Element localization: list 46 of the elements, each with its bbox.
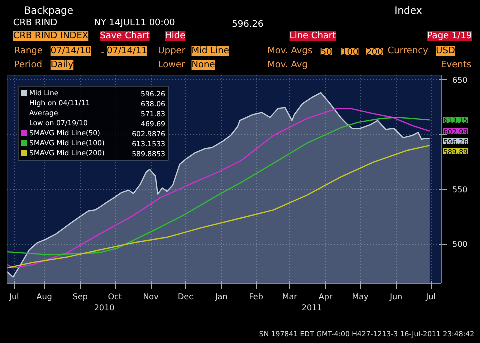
- x-tick-label: May: [352, 292, 370, 302]
- x-tick-label: Sep: [72, 292, 88, 302]
- text: Index: [394, 6, 422, 17]
- text: -: [101, 48, 104, 58]
- text: Page 1/19: [427, 32, 472, 42]
- x-tick-label: Apr: [318, 292, 334, 302]
- text: 07/14/10: [50, 46, 92, 56]
- text: 596.26: [232, 20, 264, 30]
- text: 2010: [94, 304, 115, 312]
- text: Upper: [158, 46, 186, 56]
- x-tick-label: Jan: [214, 292, 228, 302]
- y-tick-label: 650: [452, 76, 468, 85]
- text: Hide: [165, 32, 186, 42]
- text: USD: [436, 46, 456, 56]
- x-tick-label: Jul: [8, 292, 20, 302]
- text: 2011: [302, 304, 322, 312]
- x-tick-label: Nov: [143, 292, 160, 302]
- text: Period: [14, 60, 42, 70]
- y-tick-label: 500: [452, 240, 468, 250]
- text: 100: [342, 48, 360, 58]
- text: Mid Line: [192, 46, 230, 56]
- x-tick-label: Aug: [36, 292, 52, 302]
- text: Lower: [158, 60, 186, 70]
- text: 07/14/11: [107, 46, 148, 56]
- text: Save Chart: [100, 32, 150, 42]
- text: Backpage: [24, 6, 74, 17]
- chart-title: CRB RIND INDEX: [13, 32, 89, 42]
- text: Line Chart: [290, 32, 337, 42]
- y-tick-label: 550: [452, 185, 468, 194]
- text: 50: [320, 48, 333, 58]
- text: NY 14JUL11 00:00: [94, 18, 176, 28]
- x-tick-label: Jun: [389, 292, 403, 302]
- x-tick-label: Jul: [425, 292, 436, 302]
- x-tick-label: Dec: [178, 292, 194, 302]
- x-tick-label: Feb: [249, 292, 264, 302]
- text: Events: [441, 60, 472, 70]
- text: CRB RIND: [13, 18, 58, 28]
- x-tick-label: Mar: [282, 292, 298, 302]
- text: Currency: [388, 46, 430, 56]
- x-tick-label: Oct: [108, 292, 122, 302]
- text: Daily: [50, 60, 74, 70]
- text: Mov. Avg: [268, 60, 308, 70]
- text: Range: [14, 46, 44, 56]
- text: None: [192, 60, 216, 70]
- text: Mov. Avgs: [268, 46, 313, 56]
- text: 200: [366, 48, 384, 58]
